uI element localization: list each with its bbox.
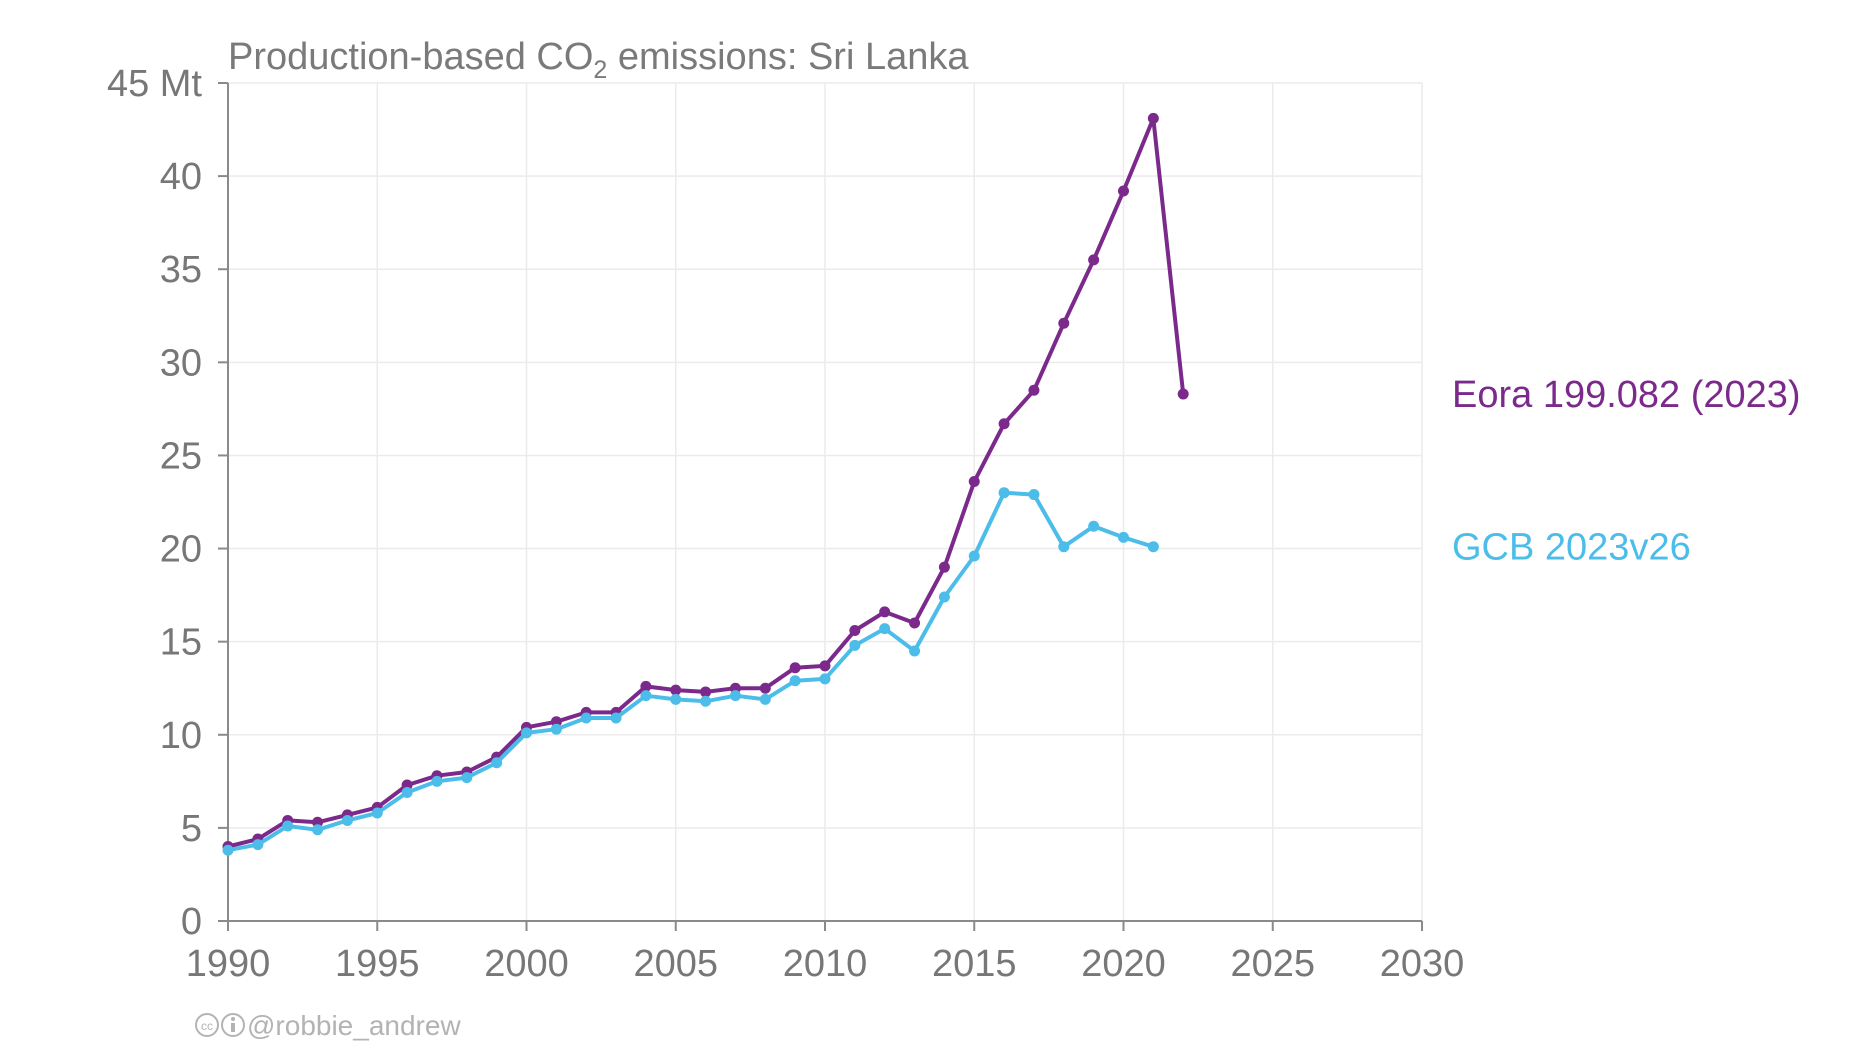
series-2-point [1147, 541, 1159, 553]
series-2-point [670, 693, 682, 705]
series-2-point [312, 824, 324, 836]
y-tick-label: 40 [160, 156, 202, 198]
y-tick-label: 15 [160, 622, 202, 664]
x-tick-label: 2020 [1081, 943, 1166, 985]
series-1-point [1147, 112, 1159, 124]
series-1-point [1118, 185, 1129, 197]
series-2-point [640, 690, 652, 702]
series-2-point [491, 757, 503, 769]
series-2-point [431, 775, 443, 787]
series-1-point [640, 680, 652, 692]
y-tick-label: 20 [160, 529, 202, 571]
series-2-point [282, 820, 294, 832]
axes [218, 83, 1422, 931]
x-tick-label: 2010 [783, 943, 868, 985]
y-tick-label: 5 [181, 808, 202, 850]
series-2-point [700, 695, 712, 707]
svg-text:cc: cc [201, 1019, 213, 1033]
y-tick-label: 10 [160, 715, 202, 757]
x-tick-label: 2005 [633, 943, 718, 985]
x-tick-label: 2000 [484, 943, 569, 985]
series-2-point [819, 673, 831, 685]
series-1-label: Eora 199.082 (2023) [1452, 374, 1801, 416]
x-axis-ticks: 1990 1995 2000 2005 2010 2015 2020 2025 2030 [186, 921, 1465, 985]
chart-title-suffix: emissions: Sri Lanka [607, 36, 969, 78]
series-2-point [998, 487, 1010, 499]
series-2-point [938, 591, 950, 603]
x-tick-label: 2025 [1230, 943, 1315, 985]
series-2-point [729, 690, 741, 702]
credit-text: @robbie_andrew [247, 1010, 461, 1041]
series-2-line [226, 490, 1156, 853]
series-2-point [222, 844, 234, 856]
series-2-label: GCB 2023v26 [1452, 527, 1691, 569]
series-1-point [879, 606, 891, 618]
series-1-point [968, 476, 980, 488]
series-2-point [849, 639, 861, 651]
series-1-point [938, 561, 950, 573]
chart-title: Production-based CO2 emissions: Sri Lank… [228, 36, 969, 84]
y-tick-label: 0 [181, 901, 202, 943]
series-1-point [819, 660, 831, 672]
series-1-point [1177, 388, 1189, 400]
x-tick-label: 2015 [932, 943, 1017, 985]
series-1-point [1058, 317, 1070, 329]
attribution-icon [221, 1013, 245, 1037]
series-2-point [550, 723, 562, 735]
series-layer [222, 112, 1189, 856]
x-tick-label: 2030 [1380, 943, 1465, 985]
y-tick-label: 45 Mt [107, 63, 202, 105]
series-2-point [968, 550, 980, 562]
y-axis-ticks: 0 5 10 15 20 25 30 35 40 45 Mt [107, 63, 228, 943]
series-2-point [610, 712, 622, 724]
series-2-point [580, 712, 592, 724]
series-2-point [1058, 541, 1070, 553]
series-2 [222, 487, 1159, 856]
chart-title-prefix: Production-based CO [228, 36, 593, 78]
series-2-point [1028, 489, 1040, 501]
series-2-point [759, 693, 771, 705]
series-2-point [461, 772, 473, 784]
series-2-point [909, 645, 921, 657]
series-2-point [401, 787, 413, 799]
y-tick-label: 35 [160, 249, 202, 291]
series-2-point [252, 839, 264, 851]
x-tick-label: 1990 [186, 943, 271, 985]
series-2-point [879, 623, 891, 635]
series-1-point [909, 617, 921, 629]
series-1 [222, 112, 1189, 853]
series-1-point [998, 418, 1010, 430]
y-tick-label: 25 [160, 435, 202, 477]
series-2-point [1088, 520, 1100, 532]
x-tick-label: 1995 [335, 943, 420, 985]
series-1-point [789, 662, 801, 674]
series-1-point [670, 684, 682, 696]
y-tick-label: 30 [160, 342, 202, 384]
series-2-point [341, 814, 353, 826]
series-1-point [1088, 254, 1100, 266]
grid [228, 82, 1423, 921]
series-1-line [226, 116, 1186, 849]
series-2-point [521, 727, 532, 739]
series-1-point [849, 624, 861, 636]
series-1-point [1028, 384, 1040, 396]
chart-title-subscript: 2 [593, 56, 607, 84]
series-1-point [700, 686, 712, 698]
series-2-point [789, 675, 801, 687]
series-2-point [371, 807, 383, 819]
creative-commons-icon: cc [195, 1013, 219, 1037]
series-2-point [1118, 531, 1129, 543]
series-1-point [759, 682, 771, 694]
credit: cc @robbie_andrew [195, 1010, 461, 1041]
series-labels: Eora 199.082 (2023) GCB 2023v26 [1452, 374, 1801, 569]
